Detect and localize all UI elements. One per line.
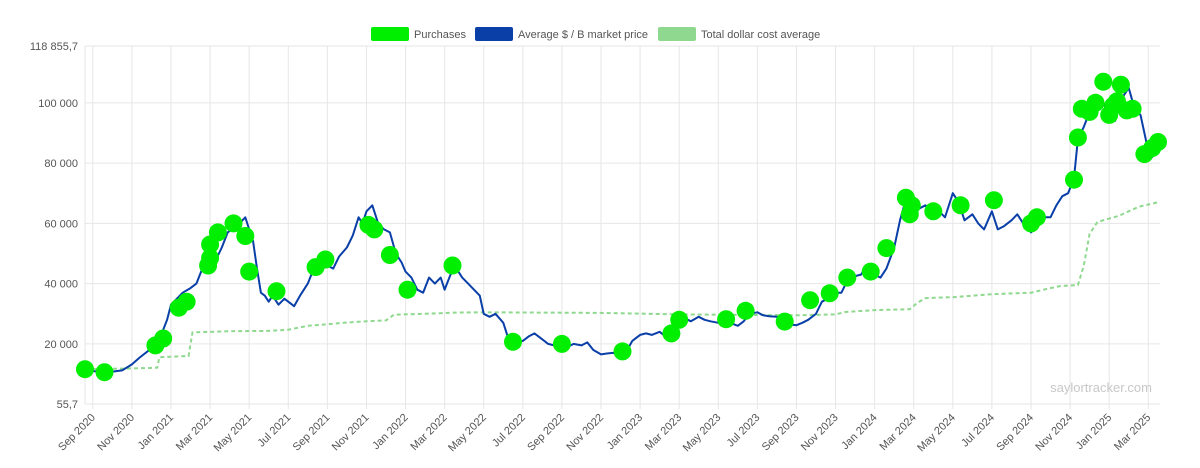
x-tick-label: Nov 2020 — [95, 412, 137, 454]
x-tick-label: Jul 2022 — [490, 412, 528, 450]
x-tick-label: Jan 2025 — [1074, 412, 1114, 452]
y-axis-ticks: 118 855,7 100 000 80 000 60 000 40 000 20 000… — [30, 41, 78, 411]
x-tick-label: Nov 2022 — [564, 412, 606, 454]
x-tick-label: Mar 2024 — [877, 412, 918, 453]
purchase-point[interactable] — [177, 292, 196, 311]
purchase-point[interactable] — [951, 196, 970, 215]
x-tick-label: May 2024 — [915, 412, 958, 455]
purchase-point[interactable] — [1068, 128, 1087, 147]
x-tick-label: Jul 2024 — [959, 412, 997, 450]
x-tick-label: May 2021 — [212, 412, 255, 455]
purchase-point[interactable] — [201, 249, 220, 267]
purchase-point[interactable] — [240, 262, 259, 281]
purchase-point[interactable] — [1086, 93, 1105, 112]
purchase-point[interactable] — [1027, 208, 1046, 227]
legend-label-cost-average: Total dollar cost average — [701, 29, 820, 41]
y-tick-label: 20 000 — [44, 339, 78, 351]
legend: Purchases Average $ / B market price Tot… — [371, 27, 820, 41]
x-tick-label: Nov 2024 — [1033, 412, 1075, 454]
y-tick-label: 40 000 — [44, 279, 78, 291]
purchase-point[interactable] — [670, 310, 689, 329]
x-tick-label: May 2022 — [446, 412, 489, 455]
x-tick-label: Jul 2021 — [255, 412, 293, 450]
x-tick-label: Jul 2023 — [725, 412, 763, 450]
y-tick-label: 55,7 — [57, 399, 78, 411]
purchase-point[interactable] — [1094, 72, 1113, 91]
purchase-point[interactable] — [924, 202, 943, 221]
x-tick-label: Nov 2021 — [330, 412, 372, 454]
x-tick-label: Sep 2021 — [291, 412, 333, 454]
x-tick-label: Nov 2023 — [799, 412, 841, 454]
legend-swatch-market-price — [475, 27, 513, 41]
purchase-point[interactable] — [877, 239, 896, 258]
purchase-point[interactable] — [443, 256, 462, 275]
legend-item-purchases[interactable]: Purchases — [371, 27, 466, 41]
purchase-point[interactable] — [267, 282, 286, 301]
purchase-point[interactable] — [613, 342, 632, 361]
purchase-point[interactable] — [1065, 170, 1083, 189]
purchase-point[interactable] — [736, 301, 755, 320]
purchase-point[interactable] — [662, 324, 681, 343]
purchase-point[interactable] — [861, 262, 880, 281]
purchase-point[interactable] — [154, 329, 173, 348]
x-tick-label: Jan 2021 — [136, 412, 176, 452]
series-line-market-price — [84, 86, 1159, 374]
legend-label-purchases: Purchases — [414, 29, 466, 41]
y-tick-label: 100 000 — [38, 98, 78, 110]
series-layer — [76, 72, 1167, 382]
purchase-point[interactable] — [208, 223, 227, 242]
purchase-point[interactable] — [95, 363, 114, 382]
x-tick-label: Sep 2024 — [994, 412, 1036, 454]
purchase-point[interactable] — [838, 268, 857, 287]
watermark-text: saylortracker.com — [1050, 380, 1152, 395]
x-tick-label: Mar 2025 — [1112, 412, 1153, 453]
x-tick-label: Jan 2022 — [370, 412, 410, 452]
legend-item-cost-average[interactable]: Total dollar cost average — [658, 27, 820, 41]
y-tick-label: 80 000 — [44, 158, 78, 170]
x-tick-label: Mar 2023 — [643, 412, 684, 453]
legend-swatch-purchases — [371, 27, 409, 41]
purchase-point[interactable] — [398, 280, 417, 299]
x-tick-label: Mar 2021 — [174, 412, 215, 453]
x-tick-label: May 2023 — [681, 412, 724, 455]
purchase-point[interactable] — [504, 332, 522, 351]
purchase-point[interactable] — [1149, 133, 1167, 151]
legend-label-market-price: Average $ / B market price — [518, 29, 648, 41]
purchase-point[interactable] — [552, 334, 571, 353]
x-tick-label: Mar 2022 — [408, 412, 449, 453]
x-tick-label: Jan 2024 — [839, 412, 879, 452]
purchase-point[interactable] — [76, 360, 94, 379]
y-tick-label: 118 855,7 — [30, 41, 78, 53]
purchase-point[interactable] — [236, 227, 255, 245]
y-tick-label: 60 000 — [44, 218, 78, 230]
purchase-point[interactable] — [1123, 99, 1142, 118]
purchase-point[interactable] — [224, 214, 243, 233]
purchase-point[interactable] — [316, 250, 335, 269]
x-tick-label: Sep 2023 — [760, 412, 802, 454]
x-tick-label: Sep 2020 — [56, 412, 98, 454]
legend-item-market-price[interactable]: Average $ / B market price — [475, 27, 648, 41]
purchase-point[interactable] — [984, 191, 1003, 210]
purchase-point[interactable] — [717, 310, 736, 329]
purchase-point[interactable] — [775, 312, 794, 331]
x-tick-label: Sep 2022 — [525, 412, 567, 454]
purchase-point[interactable] — [902, 196, 921, 215]
purchase-point[interactable] — [1111, 75, 1130, 94]
purchase-point[interactable] — [380, 246, 399, 264]
purchase-point[interactable] — [801, 291, 820, 310]
purchase-point[interactable] — [820, 284, 839, 303]
x-tick-label: Jan 2023 — [605, 412, 645, 452]
purchase-point[interactable] — [365, 220, 384, 239]
legend-swatch-cost-average — [658, 27, 696, 41]
